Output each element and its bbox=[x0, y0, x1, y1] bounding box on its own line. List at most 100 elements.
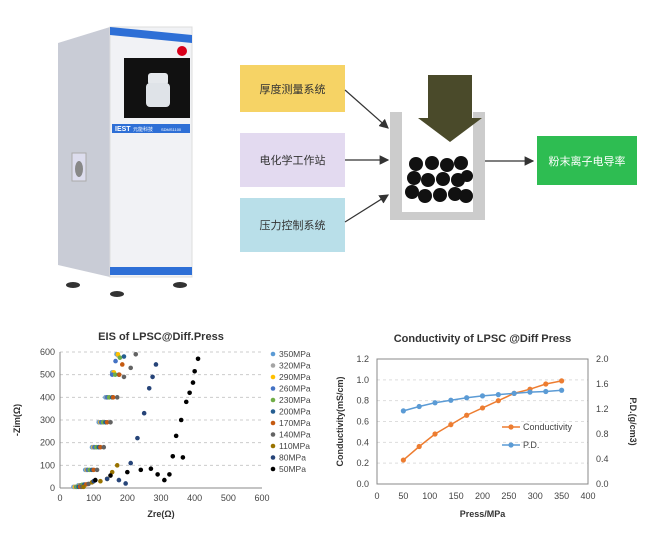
legend-label: 260MPa bbox=[279, 384, 311, 394]
data-point-140MPa bbox=[94, 467, 100, 473]
data-point-80MPa bbox=[150, 374, 155, 380]
data-point-P.D. bbox=[448, 397, 454, 403]
data-point-50MPa bbox=[108, 473, 113, 478]
data-point-290MPa bbox=[115, 351, 121, 357]
legend-marker bbox=[270, 455, 276, 460]
legend-marker bbox=[270, 351, 276, 357]
eis-chart: EIS of LPSC@Diff.Press 0 100 200 300 400 500 60… bbox=[12, 331, 311, 519]
data-point-P.D. bbox=[479, 393, 486, 399]
data-point-200MPa bbox=[121, 354, 127, 359]
data-point-110MPa bbox=[109, 469, 115, 475]
data-point-Conductivity bbox=[495, 398, 501, 404]
data-point-110MPa bbox=[81, 484, 86, 490]
y-tick-label: 300 bbox=[40, 415, 55, 425]
legend-label: 170MPa bbox=[279, 418, 311, 428]
y-tick-label: 0.0 bbox=[356, 479, 369, 489]
model-label: SDMS1100 bbox=[161, 127, 182, 132]
y-tick-label: 1.2 bbox=[356, 354, 369, 364]
legend-label: Conductivity bbox=[523, 422, 573, 432]
data-point-50MPa bbox=[173, 433, 179, 439]
data-point-170MPa bbox=[104, 419, 110, 425]
data-point-Conductivity bbox=[448, 422, 454, 428]
legend-label: 80MPa bbox=[279, 453, 306, 463]
data-point-50MPa bbox=[125, 469, 130, 475]
data-point-P.D. bbox=[559, 387, 565, 393]
x-axis-label: Zre(Ω) bbox=[147, 509, 174, 519]
data-point-170MPa bbox=[110, 395, 116, 400]
brand-cn-label: 元能科技 bbox=[133, 126, 153, 133]
x-tick-label: 150 bbox=[449, 491, 464, 501]
x-tick-label: 250 bbox=[501, 491, 516, 501]
data-point-50MPa bbox=[190, 380, 196, 385]
y2-tick-label: 0.8 bbox=[596, 429, 609, 439]
x-tick-label: 200 bbox=[475, 491, 490, 501]
data-point-50MPa bbox=[148, 466, 154, 472]
legend-label: 230MPa bbox=[279, 395, 311, 405]
data-point-170MPa bbox=[98, 444, 103, 450]
data-point-170MPa bbox=[91, 467, 96, 473]
data-point-110MPa bbox=[98, 478, 103, 484]
y2-tick-label: 0.4 bbox=[596, 454, 609, 464]
legend-label: 320MPa bbox=[279, 361, 311, 371]
y2-tick-label: 1.2 bbox=[596, 404, 609, 414]
x-tick-label: 600 bbox=[254, 493, 269, 503]
legend-marker bbox=[270, 420, 276, 426]
legend-marker bbox=[270, 386, 276, 391]
y-tick-label: 100 bbox=[40, 460, 55, 470]
brand-label: IEST bbox=[115, 126, 131, 133]
legend-marker bbox=[270, 409, 276, 414]
legend-marker bbox=[270, 397, 276, 403]
arrow-pressure bbox=[344, 194, 390, 223]
legend-marker bbox=[270, 374, 276, 380]
legend-label: 200MPa bbox=[279, 407, 311, 417]
data-point-110MPa bbox=[114, 463, 120, 468]
data-point-50MPa bbox=[195, 356, 201, 362]
x-tick-label: 200 bbox=[120, 493, 135, 503]
data-point-P.D. bbox=[432, 400, 438, 406]
data-point-Conductivity bbox=[432, 431, 438, 437]
data-point-260MPa bbox=[113, 358, 118, 364]
thickness-measurement-box: 厚度测量系统 bbox=[240, 65, 345, 112]
x-tick-label: 0 bbox=[57, 493, 62, 503]
legend-marker bbox=[270, 443, 276, 449]
x-tick-label: 400 bbox=[580, 491, 595, 501]
y-tick-label: 1.0 bbox=[356, 375, 369, 385]
data-point-80MPa bbox=[116, 477, 122, 483]
legend-label: 140MPa bbox=[279, 430, 311, 440]
flow-diagram bbox=[344, 75, 535, 223]
legend-marker bbox=[270, 432, 276, 437]
legend-label: 50MPa bbox=[279, 464, 306, 474]
data-point-50MPa bbox=[167, 472, 172, 477]
data-point-80MPa bbox=[135, 435, 140, 441]
data-point-P.D. bbox=[511, 390, 517, 396]
data-point-230MPa bbox=[117, 355, 123, 360]
y-tick-label: 0.4 bbox=[356, 437, 369, 447]
data-point-50MPa bbox=[183, 399, 189, 405]
data-point-50MPa bbox=[180, 455, 186, 460]
data-point-140MPa bbox=[114, 395, 120, 400]
x-tick-label: 400 bbox=[187, 493, 202, 503]
pressure-control-box: 压力控制系统 bbox=[240, 198, 345, 252]
y2-tick-label: 0.0 bbox=[596, 479, 609, 489]
data-point-50MPa bbox=[187, 390, 192, 396]
data-point-80MPa bbox=[123, 481, 128, 486]
y-axis-label: Conductivity(mS/cm) bbox=[335, 376, 345, 466]
y2-tick-label: 2.0 bbox=[596, 354, 609, 364]
data-point-Conductivity bbox=[479, 405, 486, 411]
legend-marker bbox=[270, 466, 276, 472]
data-point-140MPa bbox=[101, 444, 107, 450]
y-tick-label: 0.2 bbox=[356, 458, 369, 468]
y-tick-label: 0.6 bbox=[356, 417, 369, 427]
data-point-50MPa bbox=[155, 472, 160, 477]
x-tick-label: 350 bbox=[554, 491, 569, 501]
data-point-80MPa bbox=[153, 362, 159, 367]
press-arrow-icon bbox=[418, 75, 482, 142]
data-point-170MPa bbox=[119, 362, 125, 367]
data-point-230MPa bbox=[112, 372, 118, 377]
data-point-50MPa bbox=[162, 477, 167, 483]
data-point-50MPa bbox=[138, 467, 144, 473]
data-point-P.D. bbox=[495, 392, 501, 398]
data-point-50MPa bbox=[170, 453, 176, 459]
y-tick-label: 0 bbox=[50, 483, 55, 493]
y2-axis-label: P.D.(g/cm3) bbox=[628, 397, 638, 445]
